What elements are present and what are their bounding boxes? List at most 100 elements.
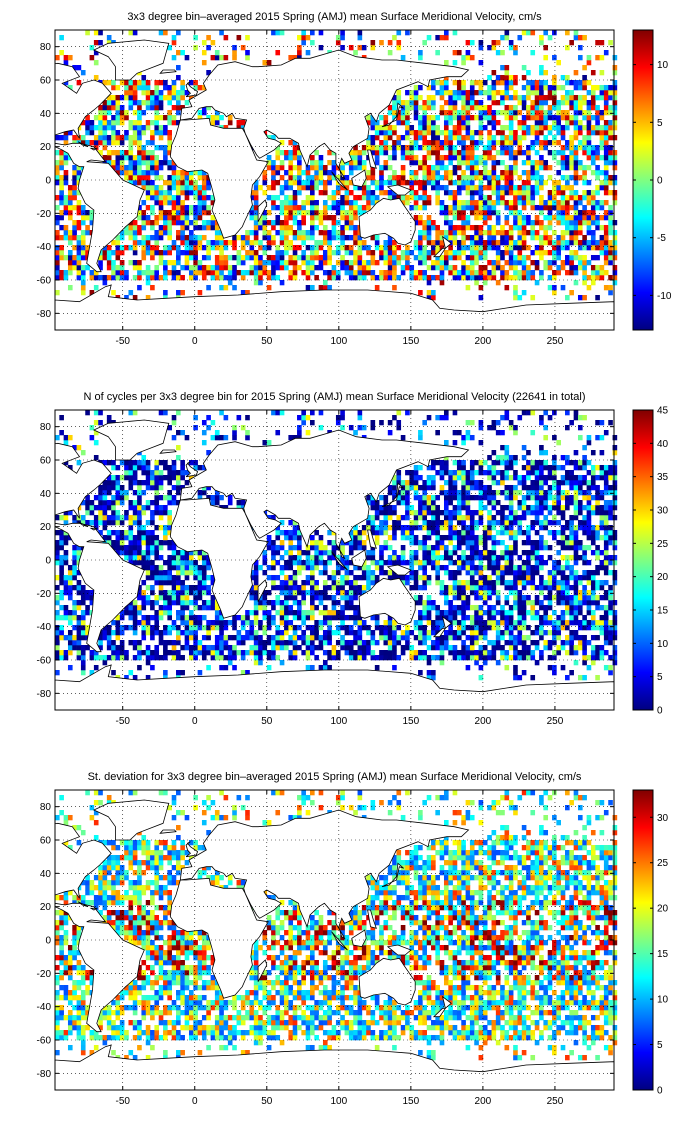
bin-cell xyxy=(80,600,86,606)
bin-cell xyxy=(124,490,129,496)
bin-cell xyxy=(158,260,164,266)
bin-cell xyxy=(396,255,402,261)
bin-cell xyxy=(361,275,367,281)
bin-cell xyxy=(513,115,518,121)
bin-cell xyxy=(171,485,177,491)
bin-cell xyxy=(93,440,99,446)
bin-cell xyxy=(482,280,488,286)
bin-cell xyxy=(258,280,263,286)
bin-cell xyxy=(197,585,203,591)
bin-cell xyxy=(443,210,449,216)
bin-cell xyxy=(55,195,60,201)
bin-cell xyxy=(262,265,268,271)
bin-cell xyxy=(115,545,121,551)
bin-cell xyxy=(405,30,410,36)
bin-cell xyxy=(310,535,315,541)
bin-cell xyxy=(106,460,112,466)
bin-cell xyxy=(565,200,570,206)
bin-cell xyxy=(400,120,406,126)
bin-cell xyxy=(383,560,389,566)
bin-cell xyxy=(271,175,276,181)
bin-cell xyxy=(448,210,453,216)
bin-cell xyxy=(431,245,436,251)
bin-cell xyxy=(271,225,276,231)
bin-cell xyxy=(240,425,246,431)
bin-cell xyxy=(547,225,553,231)
bin-cell xyxy=(271,270,276,276)
bin-cell xyxy=(461,85,466,91)
bin-cell xyxy=(310,210,315,216)
bin-cell xyxy=(163,150,168,156)
bin-cell xyxy=(374,575,380,581)
bin-cell xyxy=(150,530,155,536)
bin-cell xyxy=(396,135,402,141)
bin-cell xyxy=(379,245,384,251)
bin-cell xyxy=(275,550,281,556)
bin-cell xyxy=(565,180,570,186)
bin-cell xyxy=(119,235,125,241)
bin-cell xyxy=(184,595,190,601)
bin-cell xyxy=(310,245,315,251)
bin-cell xyxy=(577,295,583,301)
bin-cell xyxy=(63,520,69,526)
bin-cell xyxy=(111,510,116,516)
bin-cell xyxy=(582,255,587,261)
bin-cell xyxy=(201,40,207,46)
bin-cell xyxy=(292,215,298,221)
bin-cell xyxy=(310,235,315,241)
bin-cell xyxy=(387,50,393,56)
bin-cell xyxy=(292,270,298,276)
bin-cell xyxy=(448,135,453,141)
bin-cell xyxy=(163,180,168,186)
bin-cell xyxy=(279,630,285,636)
bin-cell xyxy=(132,550,138,556)
bin-cell xyxy=(582,95,587,101)
bin-cell xyxy=(288,655,294,661)
bin-cell xyxy=(184,630,190,636)
bin-cell xyxy=(240,655,246,661)
bin-cell xyxy=(547,205,553,211)
bin-cell xyxy=(310,605,315,611)
bin-cell xyxy=(539,245,544,251)
bin-cell xyxy=(560,215,566,221)
bin-cell xyxy=(193,635,198,641)
bin-cell xyxy=(387,105,393,111)
bin-cell xyxy=(353,185,358,191)
bin-cell xyxy=(569,190,574,196)
bin-cell xyxy=(102,515,108,521)
bin-cell xyxy=(504,75,510,81)
bin-cell xyxy=(374,180,380,186)
bin-cell xyxy=(76,220,82,226)
bin-cell xyxy=(288,520,294,526)
bin-cell xyxy=(409,510,415,516)
bin-cell xyxy=(150,605,155,611)
bin-cell xyxy=(193,625,198,631)
bin-cell xyxy=(145,650,151,656)
bin-cell xyxy=(271,235,276,241)
bin-cell xyxy=(163,190,168,196)
bin-cell xyxy=(93,40,99,46)
bin-cell xyxy=(292,230,298,236)
bin-cell xyxy=(150,245,155,251)
bin-cell xyxy=(258,600,263,606)
bin-cell xyxy=(184,185,190,191)
bin-cell xyxy=(119,490,125,496)
bin-cell xyxy=(137,505,142,511)
bin-cell xyxy=(184,640,190,646)
bin-cell xyxy=(370,555,376,561)
bin-cell xyxy=(102,635,108,641)
bin-cell xyxy=(396,110,402,116)
bin-cell xyxy=(435,130,440,136)
bin-cell xyxy=(171,220,177,226)
bin-cell xyxy=(245,230,250,236)
bin-cell xyxy=(603,145,609,151)
bin-cell xyxy=(154,545,160,551)
bin-cell xyxy=(89,120,95,126)
bin-cell xyxy=(284,170,289,176)
bin-cell xyxy=(137,80,142,86)
bin-cell xyxy=(443,75,449,81)
bin-cell xyxy=(106,505,112,511)
bin-cell xyxy=(530,260,536,266)
bin-cell xyxy=(163,295,168,301)
bin-cell xyxy=(543,180,549,186)
